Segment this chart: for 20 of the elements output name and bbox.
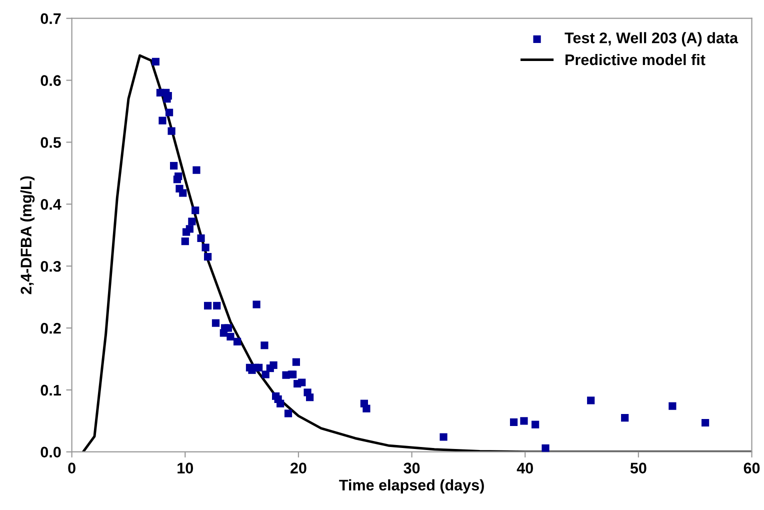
y-tick-label: 0.0	[40, 446, 61, 458]
y-tick-label: 0.1	[40, 384, 61, 396]
x-tick-label: 20	[290, 462, 306, 474]
y-tick-label: 0.2	[40, 322, 61, 334]
y-tick-label: 0.5	[40, 137, 61, 148]
x-tick-label: 0	[68, 462, 76, 474]
y-tick-label: 0.7	[40, 13, 61, 24]
x-axis-title: Time elapsed (days)	[339, 479, 484, 494]
line-series	[82, 54, 752, 452]
x-tick-label: 50	[630, 462, 646, 474]
y-tick-label: 0.6	[40, 75, 61, 86]
legend-label: Test 2, Well 203 (A) data	[564, 32, 738, 46]
legend-label: Predictive model fit	[566, 54, 706, 66]
y-axis-title: 2,4-DFBA (mg/L)	[20, 176, 35, 294]
x-tick-label: 40	[516, 462, 533, 474]
y-tick-label: 0.3	[40, 260, 61, 272]
x-tick-label: 10	[178, 462, 194, 474]
x-tick-label: 60	[744, 462, 760, 474]
y-tick-label: 0.4	[40, 199, 62, 210]
x-tick-label: 30	[404, 462, 420, 474]
